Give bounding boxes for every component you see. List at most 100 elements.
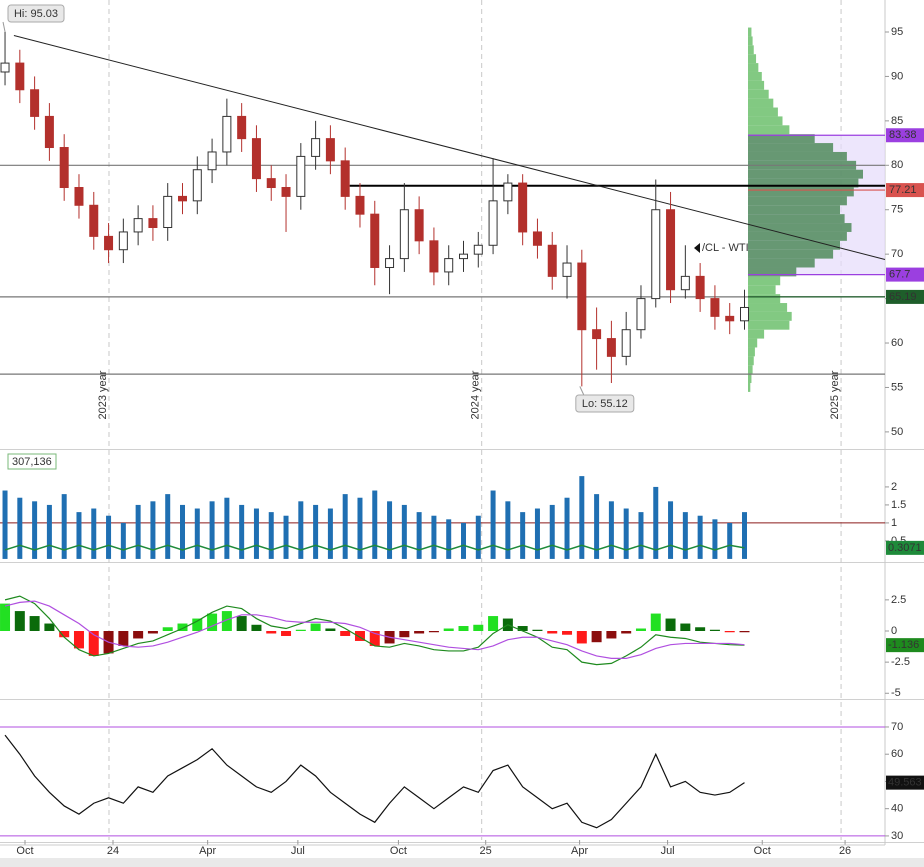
macd-line	[4, 600, 745, 659]
candle-body	[237, 115, 247, 140]
histogram-bar	[606, 631, 617, 639]
volume-bar	[549, 504, 555, 559]
volume-bar	[682, 512, 688, 559]
x-tick-label: Apr	[199, 845, 216, 857]
candle-body	[178, 195, 188, 202]
volume-bar	[165, 494, 171, 559]
profile-bar	[748, 125, 790, 135]
y-tick-label: 50	[891, 426, 903, 438]
y-tick-label: 55	[891, 381, 903, 393]
hi-label: Hi: 95.03	[14, 8, 58, 20]
candle-body	[459, 253, 469, 260]
histogram-bar	[443, 628, 454, 631]
volume-bar	[742, 512, 748, 559]
volume-bar	[653, 486, 659, 559]
profile-bar	[748, 276, 781, 286]
candle-body	[399, 209, 409, 260]
lo-pointer	[579, 386, 585, 396]
histogram-bar	[0, 603, 11, 631]
candle-body	[118, 231, 128, 251]
candle-body	[370, 213, 380, 268]
histogram-bar	[44, 623, 55, 631]
symbol-marker	[694, 243, 700, 253]
candle-body	[503, 182, 513, 202]
y-tick-label: 1	[891, 517, 897, 529]
year-watermark: 2024 year	[470, 370, 482, 419]
histogram-bar	[310, 623, 321, 631]
histogram-bar	[88, 631, 99, 656]
candle-body	[148, 218, 158, 228]
histogram-bar	[147, 631, 158, 634]
lo-box	[575, 394, 635, 413]
histogram-bar	[665, 618, 676, 631]
volume-bar	[623, 508, 629, 559]
volume-bar	[194, 508, 200, 559]
candle-body	[562, 262, 572, 277]
price-level-label: 83.38	[889, 129, 917, 141]
histogram-bar	[724, 631, 735, 633]
volume-bar	[564, 497, 570, 559]
profile-bar	[748, 383, 751, 392]
volume-bar	[579, 476, 585, 559]
histogram-bar	[29, 616, 40, 631]
y-tick-label: 60	[891, 337, 903, 349]
profile-bar	[748, 27, 752, 37]
trend-line	[13, 35, 886, 260]
volume-bar	[298, 501, 304, 559]
volume-bar	[727, 522, 733, 559]
profile-bar	[748, 187, 854, 197]
profile-bar	[748, 223, 852, 232]
candle-body	[30, 89, 40, 117]
candle-body	[577, 262, 587, 331]
volume-bar	[150, 501, 156, 559]
volume-bar	[224, 497, 230, 559]
value-label: 0.3071	[888, 542, 922, 554]
candle-body	[606, 338, 616, 357]
candle-body	[15, 62, 25, 91]
candle-body	[74, 187, 84, 206]
candle-body	[429, 240, 439, 273]
volume-bar	[209, 501, 215, 559]
volume-bar	[446, 519, 452, 559]
value-label: 49.563	[888, 777, 922, 789]
profile-bar	[748, 231, 847, 241]
candle-body	[325, 138, 335, 162]
volume-bar	[61, 494, 67, 559]
profile-bar	[748, 347, 755, 357]
x-tick-label: Jul	[661, 845, 675, 857]
profile-bar	[748, 80, 765, 90]
histogram-bar	[118, 631, 129, 646]
histogram-bar	[458, 626, 469, 631]
profile-bar	[748, 311, 792, 321]
price-level-box	[886, 267, 924, 282]
volume-bar	[180, 504, 186, 559]
candle-body	[0, 62, 10, 73]
profile-bar	[748, 356, 754, 366]
volume-bar	[357, 497, 363, 559]
volume-bar	[475, 515, 481, 559]
histogram-bar	[14, 611, 25, 631]
candle-body	[311, 138, 321, 157]
candle-body	[89, 204, 99, 237]
y-tick-label: 2.5	[891, 594, 906, 606]
value-box	[886, 775, 924, 790]
histogram-bar	[354, 631, 365, 641]
volume-bar	[342, 494, 348, 559]
rsi-line	[4, 734, 745, 829]
histogram-bar	[709, 629, 720, 631]
candle-body	[59, 147, 69, 189]
candle-body	[133, 218, 143, 233]
histogram-bar	[547, 631, 558, 634]
price-level-box	[886, 128, 924, 143]
volume-bar	[313, 504, 319, 559]
profile-bar	[748, 54, 757, 64]
y-tick-label: 2	[891, 481, 897, 493]
candle-body	[710, 298, 720, 317]
histogram-bar	[739, 631, 750, 633]
histogram-bar	[650, 613, 661, 631]
histogram-bar	[221, 611, 232, 631]
hi-box	[7, 4, 65, 23]
profile-bar	[748, 178, 859, 188]
volume-bar	[490, 490, 496, 559]
price-level-label: 77.21	[889, 184, 917, 196]
